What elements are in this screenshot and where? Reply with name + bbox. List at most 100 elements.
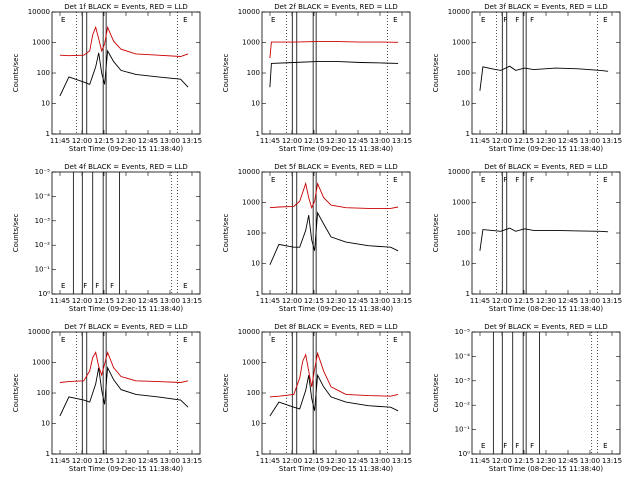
x-axis-label: Start Time (08-Dec-15 11:38:40) — [489, 465, 603, 473]
x-tick-label: 11:45 — [260, 457, 280, 465]
x-tick-label: 12:30 — [116, 137, 136, 145]
y-tick-label: 1000 — [452, 39, 470, 47]
series-line-primary — [269, 61, 399, 88]
flag-marker: E — [603, 16, 607, 24]
x-tick-label: 12:15 — [94, 297, 114, 305]
x-tick-label: 12:45 — [138, 457, 158, 465]
x-tick-label: 13:00 — [580, 457, 600, 465]
y-tick-label: 10000 — [448, 168, 470, 176]
plot-title: Det 8f BLACK = Events, RED = LLD — [274, 323, 397, 331]
x-axis-label: Start Time (09-Dec-15 11:38:40) — [69, 305, 183, 313]
panel-det-5: Det 5f BLACK = Events, RED = LLD Counts/s… — [222, 163, 412, 313]
y-tick-label: 10 — [461, 100, 470, 108]
flag-marker: E — [481, 16, 485, 24]
y-tick-label: 10⁻⁵ — [35, 168, 51, 176]
x-tick-label: 13:00 — [160, 297, 180, 305]
panel-det-2: Det 2f BLACK = Events, RED = LLD Counts/s… — [222, 3, 412, 153]
panel-det-3: Det 3f BLACK = Events, RED = LLD Counts/s… — [432, 3, 622, 153]
flag-marker: F — [503, 16, 507, 24]
flag-marker: E — [61, 282, 65, 290]
series-line-primary — [479, 227, 609, 251]
y-tick-label: 10⁻⁴ — [35, 192, 51, 200]
x-tick-label: 11:45 — [50, 297, 70, 305]
flag-marker: E — [603, 176, 607, 184]
x-tick-label: 13:15 — [392, 137, 412, 145]
y-tick-label: 10000 — [238, 8, 260, 16]
x-tick-label: 13:15 — [602, 297, 622, 305]
plot-title: Det 2f BLACK = Events, RED = LLD — [274, 3, 397, 11]
x-tick-label: 12:30 — [326, 137, 346, 145]
flag-marker: E — [61, 336, 65, 344]
x-tick-label: 13:15 — [182, 137, 202, 145]
x-tick-label: 13:00 — [370, 297, 390, 305]
flag-marker: E — [393, 336, 397, 344]
y-tick-label: 1 — [256, 290, 260, 298]
x-tick-label: 12:00 — [72, 297, 92, 305]
x-tick-label: 13:15 — [602, 457, 622, 465]
flag-marker: F — [515, 176, 519, 184]
panel-det-7: Det 7f BLACK = Events, RED = LLD Counts/s… — [12, 323, 202, 473]
y-axis-label: Counts/sec — [12, 374, 20, 413]
x-tick-label: 12:45 — [348, 297, 368, 305]
y-tick-label: 100 — [247, 229, 260, 237]
y-tick-label: 10⁻⁴ — [455, 352, 471, 360]
plot-title: Det 7f BLACK = Events, RED = LLD — [64, 323, 187, 331]
y-tick-label: 10000 — [238, 328, 260, 336]
x-axis-label: Start Time (09-Dec-15 11:38:40) — [69, 465, 183, 473]
x-tick-label: 12:15 — [514, 297, 534, 305]
y-tick-label: 10 — [251, 420, 260, 428]
x-tick-label: 12:30 — [536, 137, 556, 145]
x-tick-label: 12:15 — [304, 137, 324, 145]
y-tick-label: 100 — [457, 229, 470, 237]
flag-marker: F — [503, 442, 507, 450]
x-tick-label: 12:30 — [116, 297, 136, 305]
flag-marker: E — [183, 282, 187, 290]
y-tick-label: 10⁰ — [38, 290, 50, 298]
x-tick-label: 13:15 — [182, 457, 202, 465]
y-tick-label: 10 — [41, 420, 50, 428]
x-tick-label: 13:00 — [580, 297, 600, 305]
y-tick-label: 1000 — [242, 199, 260, 207]
x-tick-label: 12:45 — [558, 137, 578, 145]
y-tick-label: 1 — [466, 290, 470, 298]
x-axis-label: Start Time (09-Dec-15 11:38:40) — [489, 145, 603, 153]
y-tick-label: 10⁻³ — [35, 217, 51, 225]
flag-marker: E — [393, 176, 397, 184]
x-tick-label: 12:15 — [304, 297, 324, 305]
x-tick-label: 13:15 — [182, 297, 202, 305]
x-tick-label: 11:45 — [470, 137, 490, 145]
x-tick-label: 12:00 — [492, 137, 512, 145]
x-tick-label: 13:00 — [160, 137, 180, 145]
y-tick-label: 10000 — [238, 168, 260, 176]
x-tick-label: 12:30 — [116, 457, 136, 465]
y-tick-label: 10⁻¹ — [455, 426, 471, 434]
flag-marker: F — [503, 176, 507, 184]
y-tick-label: 1 — [46, 450, 50, 458]
y-axis-label: Counts/sec — [222, 214, 230, 253]
panel-det-8: Det 8f BLACK = Events, RED = LLD Counts/s… — [222, 323, 412, 473]
y-tick-label: 10000 — [28, 8, 50, 16]
y-tick-label: 10 — [251, 260, 260, 268]
flag-marker: E — [183, 336, 187, 344]
series-line-secondary — [269, 351, 399, 398]
y-tick-label: 10⁻² — [35, 241, 51, 249]
flag-marker: E — [271, 336, 275, 344]
x-tick-label: 12:45 — [348, 457, 368, 465]
x-tick-label: 13:15 — [392, 297, 412, 305]
y-tick-label: 1000 — [32, 39, 50, 47]
x-axis-label: Start Time (09-Dec-15 11:38:40) — [279, 305, 393, 313]
x-tick-label: 12:15 — [514, 137, 534, 145]
y-tick-label: 1000 — [242, 39, 260, 47]
x-tick-label: 13:00 — [160, 457, 180, 465]
x-axis-label: Start Time (09-Dec-15 11:38:40) — [279, 145, 393, 153]
plot-title: Det 9f BLACK = Events, RED = LLD — [484, 323, 607, 331]
y-tick-label: 100 — [37, 69, 50, 77]
flag-marker: F — [515, 16, 519, 24]
y-axis-label: Counts/sec — [222, 374, 230, 413]
y-axis-label: Counts/sec — [222, 54, 230, 93]
y-tick-label: 10⁻¹ — [35, 266, 51, 274]
x-tick-label: 12:15 — [514, 457, 534, 465]
x-tick-label: 12:45 — [558, 297, 578, 305]
x-tick-label: 12:00 — [282, 297, 302, 305]
x-axis-label: Start Time (08-Dec-15 11:38:40) — [489, 305, 603, 313]
